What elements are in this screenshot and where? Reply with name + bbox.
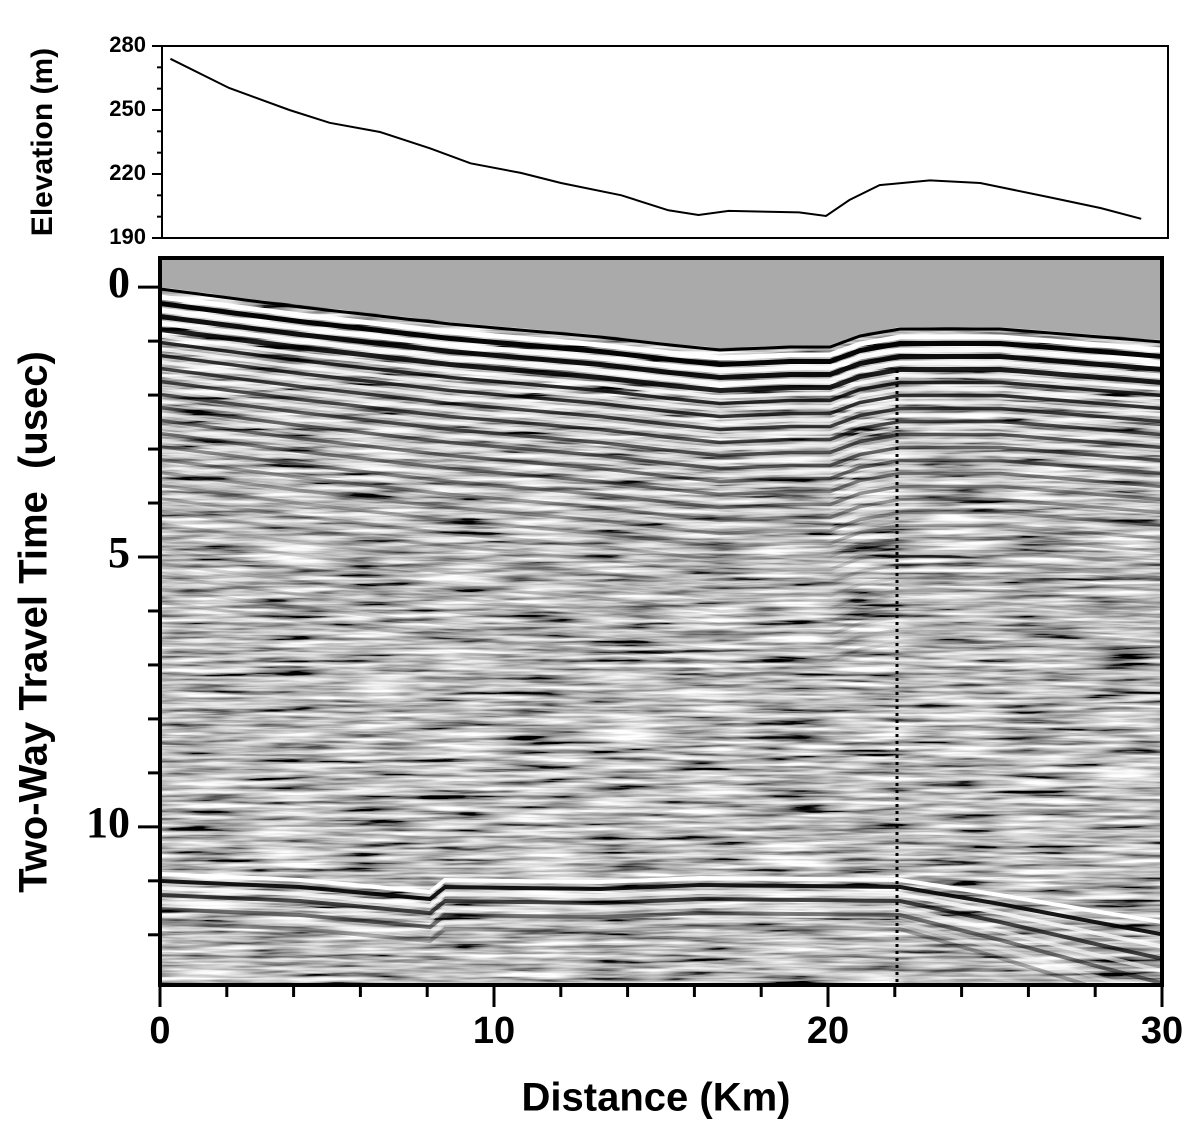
reflector: [160, 360, 1162, 425]
reflector: [160, 307, 1162, 374]
reflector: [160, 412, 1162, 477]
deep-reflector: [160, 879, 1162, 937]
x-tick-label: 0: [149, 1010, 170, 1052]
deep-reflector: [160, 886, 1162, 949]
reflector: [160, 555, 1162, 620]
reflector: [160, 438, 1162, 503]
reflector: [160, 581, 1162, 646]
reflector: [160, 600, 1162, 666]
deep-reflector: [160, 914, 1133, 985]
reflector: [160, 340, 1162, 406]
reflector: [160, 457, 1162, 523]
top-y-axis-title: Elevation (m): [26, 48, 59, 236]
surface: [160, 287, 1162, 352]
reflector: [160, 386, 1162, 451]
reflector: [160, 425, 1162, 490]
y-tick-label: 250: [109, 96, 146, 121]
reflector: [160, 594, 1162, 659]
reflector: [160, 451, 1162, 516]
radargram-image: [160, 258, 1162, 985]
reflector: [160, 548, 1162, 614]
y-tick-label: 190: [109, 224, 146, 249]
y-tick-label: 220: [109, 160, 146, 185]
y-tick-label: 280: [109, 32, 146, 57]
reflector: [160, 314, 1162, 381]
reflector: [160, 496, 1162, 562]
reflector: [160, 587, 1162, 653]
reflector: [160, 431, 1162, 497]
air-region: [160, 258, 1162, 348]
reflector: [160, 301, 1162, 368]
reflector: [160, 334, 1162, 399]
deep-reflector: [160, 893, 1162, 961]
y-tick-label: 10: [86, 798, 130, 847]
reflector: [160, 379, 1162, 445]
reflector: [160, 418, 1162, 484]
reflector: [160, 464, 1162, 529]
reflector: [160, 405, 1162, 471]
deep-reflector: [160, 900, 1162, 973]
reflector: [160, 529, 1162, 594]
reflector: [160, 568, 1162, 633]
y-tick-label: 0: [108, 258, 130, 307]
reflector: [160, 399, 1162, 464]
reflector: [160, 327, 1162, 394]
reflector: [160, 392, 1162, 458]
x-tick-label: 20: [807, 1010, 849, 1052]
reflector: [160, 509, 1162, 575]
elevation-line: [169, 57, 1142, 220]
reflector: [160, 470, 1162, 536]
reflector: [160, 561, 1162, 627]
reflector: [160, 294, 1162, 361]
reflector: [160, 516, 1162, 581]
reflector: [160, 320, 1162, 387]
reflector: [160, 542, 1162, 607]
reflector: [160, 522, 1162, 588]
plots: 190 220 250 280 0 5 10 0 10 20 30: [86, 32, 1183, 1052]
x-axis-title: Distance (Km): [522, 1076, 791, 1120]
reflector: [160, 503, 1162, 568]
reflector: [160, 444, 1162, 510]
reflector: [160, 373, 1162, 438]
reflector: [160, 535, 1162, 601]
reflector: [160, 574, 1162, 640]
plot-frame: [158, 256, 1164, 987]
deep-reflector: [160, 907, 1162, 985]
reflector: [160, 366, 1162, 432]
reflector: [160, 347, 1162, 412]
x-tick-label: 30: [1141, 1010, 1183, 1052]
deep-reflector: [160, 921, 1094, 985]
reflector: [160, 483, 1162, 549]
deep-reflector: [160, 872, 1162, 924]
y-tick-label: 5: [108, 528, 130, 577]
reflector: [160, 353, 1162, 419]
bottom-y-axis-title: Two-Way Travel Time (usec): [12, 351, 56, 893]
x-tick-label: 10: [473, 1010, 515, 1052]
reflector: [160, 490, 1162, 555]
reflector: [160, 477, 1162, 542]
plot-frame: [161, 45, 1169, 239]
